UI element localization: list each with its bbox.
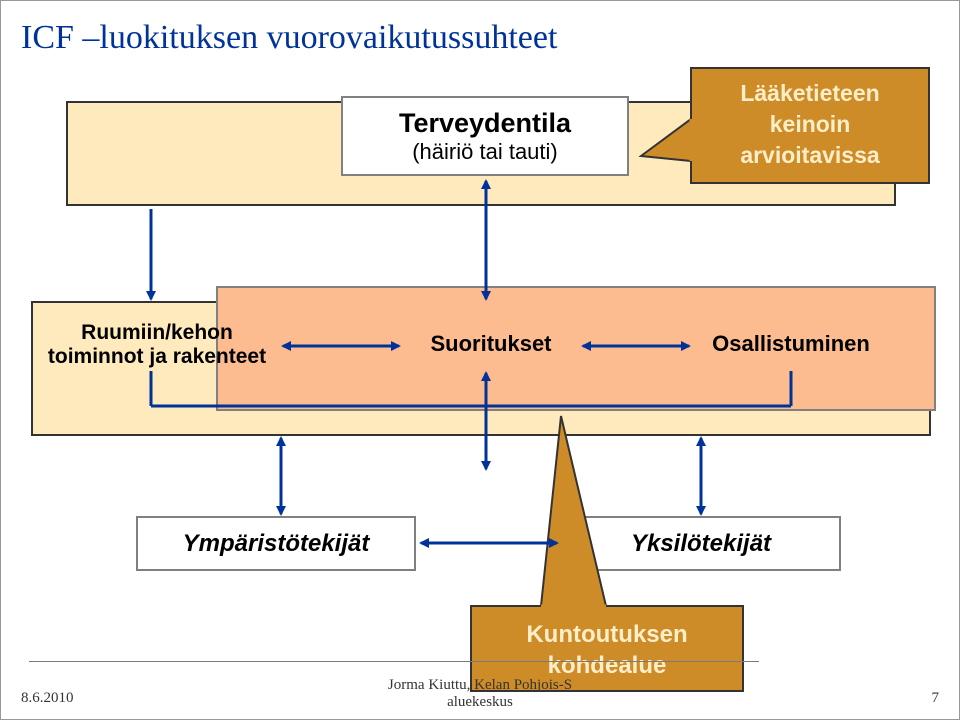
footer-center: Jorma Kiuttu, Kelan Pohjois-S aluekeskus — [1, 677, 959, 711]
slide: ICF –luokituksen vuorovaikutussuhteet Te… — [0, 0, 960, 720]
footer-center-l2: aluekeskus — [1, 694, 959, 711]
laaketieteen-l3: arvioitavissa — [691, 140, 929, 171]
yksilo-box: Yksilötekijät — [561, 516, 841, 571]
terveydentila-line1: Terveydentila — [399, 108, 571, 139]
ymparisto-text: Ympäristötekijät — [183, 530, 370, 558]
laaketieteen-text: Lääketieteen keinoin arvioitavissa — [691, 78, 929, 171]
footer-center-l1: Jorma Kiuttu, Kelan Pohjois-S — [1, 677, 959, 694]
ruumiin-line2: toiminnot ja rakenteet — [27, 345, 287, 369]
laaketieteen-l1: Lääketieteen — [691, 78, 929, 109]
ruumiin-line1: Ruumiin/kehon — [27, 321, 287, 345]
slide-title: ICF –luokituksen vuorovaikutussuhteet — [21, 19, 557, 57]
yksilo-text: Yksilötekijät — [631, 530, 771, 558]
kuntoutuksen-l1: Kuntoutuksen — [471, 619, 743, 650]
laaketieteen-l2: keinoin — [691, 109, 929, 140]
terveydentila-line2: (häiriö tai tauti) — [412, 139, 558, 165]
terveydentila-box: Terveydentila (häiriö tai tauti) — [341, 96, 629, 176]
kuntoutuksen-text: Kuntoutuksen kohdealue — [471, 619, 743, 681]
ruumiin-label: Ruumiin/kehon toiminnot ja rakenteet — [27, 321, 287, 369]
ymparisto-box: Ympäristötekijät — [136, 516, 416, 571]
osallistuminen-label: Osallistuminen — [681, 331, 901, 357]
footer-page: 7 — [932, 690, 940, 707]
suoritukset-label: Suoritukset — [401, 331, 581, 357]
footer-rule — [29, 661, 759, 662]
